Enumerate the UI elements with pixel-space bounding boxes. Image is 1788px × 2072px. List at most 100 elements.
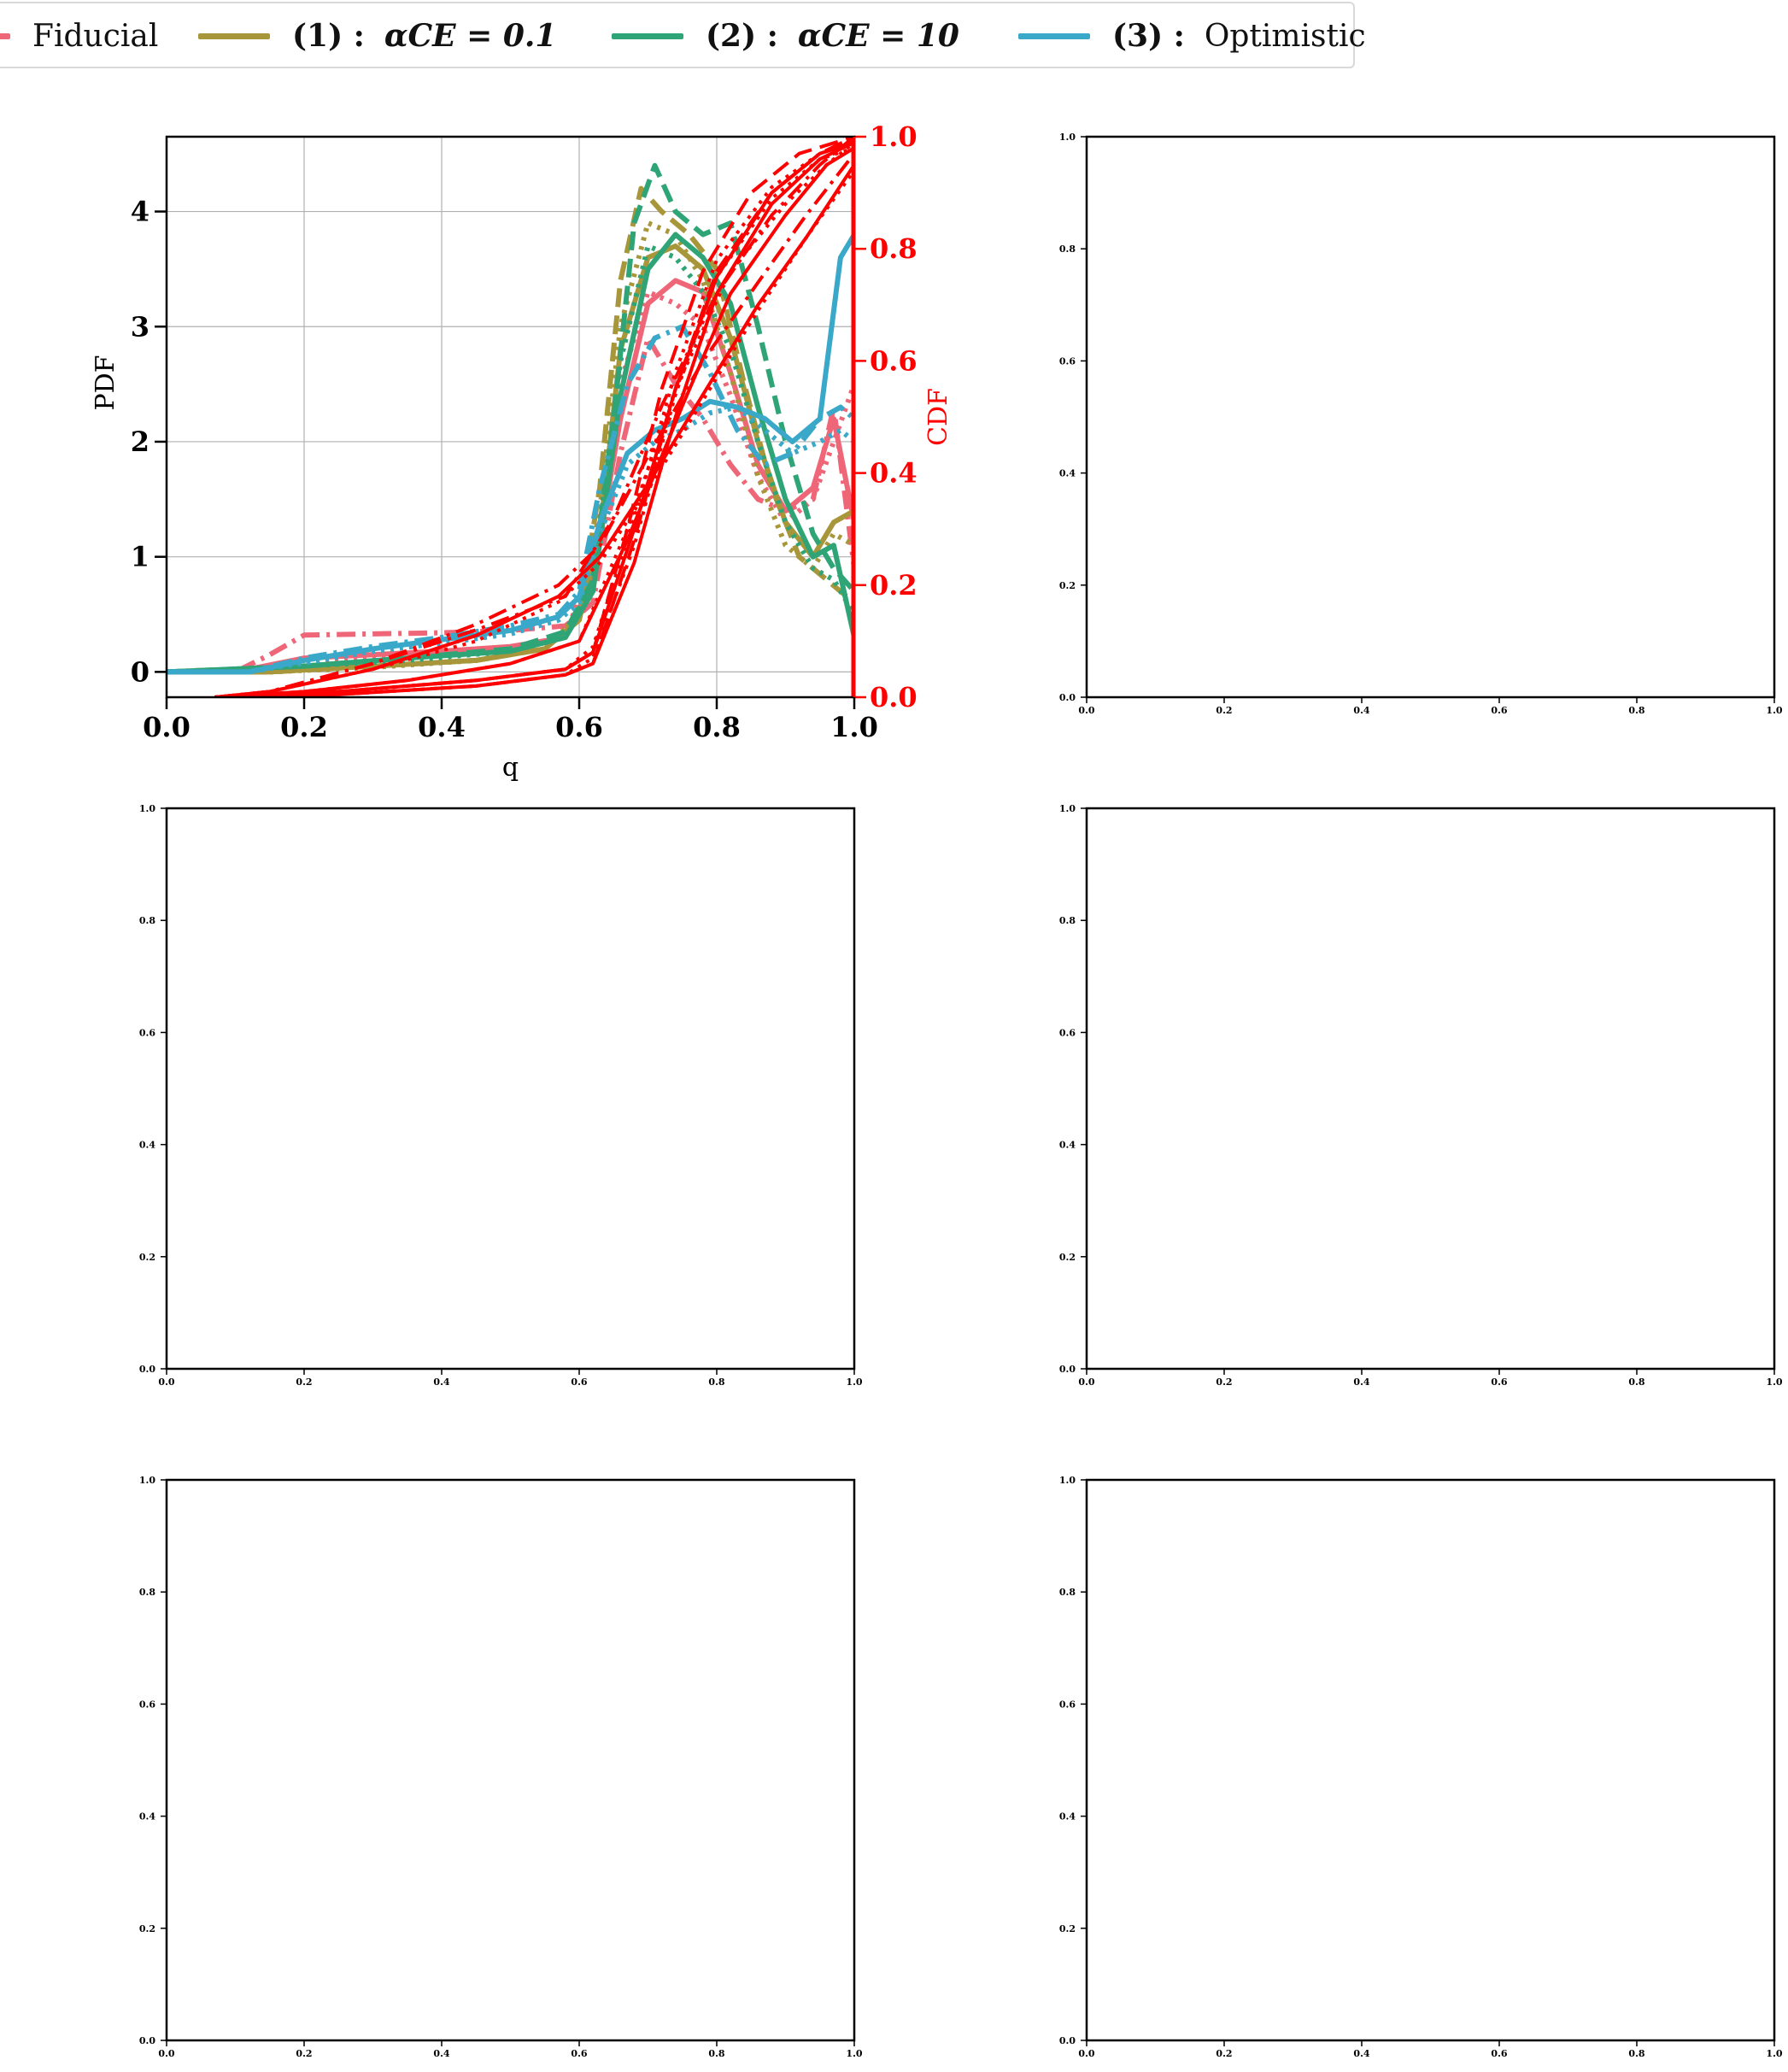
legend-item-s2: (2) : αCE = 10	[612, 18, 959, 54]
x-tick-label: 0.0	[1078, 705, 1094, 716]
plot-area	[167, 137, 854, 697]
x-tick-label: 0.0	[1078, 2048, 1094, 2059]
pdf-series-line	[167, 404, 854, 675]
x-tick-label: 0.4	[1353, 2048, 1369, 2059]
panel-top-right: 0.0 0.2 0.4 0.6 0.8 1.0 0.0 0.2 0.4 0.6 0.8 1.0	[1059, 132, 1783, 716]
x-tick-label: 0.0	[143, 711, 191, 743]
y2-tick-label: 0.8	[870, 232, 917, 265]
x-tick-label: 0.2	[296, 2048, 312, 2059]
y-tick-label: 1.0	[1059, 803, 1076, 814]
y-tick-label: 0.6	[1059, 1027, 1076, 1038]
x-tick-label: 0.4	[1353, 705, 1369, 716]
cdf-series-line	[214, 140, 854, 697]
legend: Fiducial (1) : αCE = 0.1 (2) : αCE = 10 …	[0, 2, 1366, 68]
x-tick-label: 1.0	[1766, 1376, 1782, 1388]
y-tick-label: 0.2	[1059, 1252, 1076, 1263]
x-tick-label: 0.4	[433, 2048, 449, 2059]
x-tick-label: 0.6	[571, 2048, 587, 2059]
x-tick-label: 0.6	[1491, 2048, 1507, 2059]
y-tick-label: 0.6	[1059, 1699, 1076, 1710]
y-tick-label: 1.0	[139, 803, 155, 814]
cdf-series-line	[214, 152, 854, 697]
axes-frame	[165, 1478, 856, 2042]
y-tick-label: 0.0	[139, 2035, 155, 2046]
y-axis-label: PDF	[91, 355, 120, 410]
x-tick-label: 0.2	[1216, 2048, 1232, 2059]
y-tick-label: 0.8	[139, 915, 155, 926]
y-tick-label: 0.6	[139, 1699, 155, 1710]
x-tick-label: 0.2	[1216, 705, 1232, 716]
x-tick-label: 0.6	[1491, 1376, 1507, 1388]
legend-item-s3: (3) : Optimistic	[1018, 18, 1366, 54]
y2-tick-label: 0.0	[870, 681, 917, 713]
y-tick-label: 0	[131, 655, 149, 688]
y-tick-label: 0.8	[1059, 244, 1076, 255]
axes-frame	[1085, 807, 1776, 1371]
legend-label-s2: (2) : αCE = 10	[706, 18, 959, 54]
x-tick-label: 0.8	[708, 2048, 724, 2059]
x-tick-label: 0.8	[1628, 705, 1644, 716]
x-tick-label: 0.0	[1078, 1376, 1094, 1388]
legend-item-fiducial: Fiducial	[0, 18, 159, 54]
cdf-series-line	[214, 140, 854, 697]
x-tick-label: 0.8	[693, 711, 741, 743]
x-tick-label: 1.0	[846, 1376, 862, 1388]
x-tick-label: 0.0	[158, 2048, 174, 2059]
x-tick-label: 1.0	[846, 2048, 862, 2059]
y-tick-label: 0.2	[1059, 1923, 1076, 1934]
legend-swatch-s3	[1018, 32, 1090, 39]
x-tick-label: 0.6	[555, 711, 603, 743]
y-tick-label: 0.0	[1059, 2035, 1076, 2046]
y-tick-label: 0.0	[1059, 1364, 1076, 1375]
legend-label-s3: (3) : Optimistic	[1112, 18, 1366, 54]
x-tick-label: 0.2	[296, 1376, 312, 1388]
legend-swatch-fiducial	[0, 32, 10, 39]
y-tick-label: 0.8	[1059, 915, 1076, 926]
y-tick-label: 1.0	[139, 1475, 155, 1486]
y-tick-label: 3	[131, 310, 149, 343]
y2-tick-label: 0.6	[870, 344, 917, 377]
y2-tick-label: 0.4	[870, 457, 917, 490]
y2-tick-label: 0.2	[870, 569, 917, 602]
y-tick-label: 0.0	[1059, 692, 1076, 703]
axes-frame	[165, 807, 856, 1371]
x-tick-label: 0.8	[708, 1376, 724, 1388]
cdf-series-line	[214, 140, 854, 697]
y2-tick-label: 1.0	[870, 120, 917, 153]
y-tick-label: 0.2	[139, 1252, 155, 1263]
cdf-series-line	[214, 169, 854, 697]
legend-swatch-s2	[612, 32, 683, 39]
y-tick-label: 0.2	[1059, 580, 1076, 591]
y-tick-label: 0.0	[139, 1364, 155, 1375]
cdf-series-line	[214, 163, 854, 697]
panel-bottom-left: 0.0 0.2 0.4 0.6 0.8 1.0 0.0 0.2 0.4 0.6 0.8 1.0	[139, 1475, 863, 2059]
x-axis-label: q	[502, 753, 519, 783]
y-tick-label: 1.0	[1059, 132, 1076, 143]
pdf-series-line	[167, 185, 854, 675]
x-tick-label: 0.4	[433, 1376, 449, 1388]
y-tick-label: 0.8	[139, 1587, 155, 1598]
x-tick-label: 0.0	[158, 1376, 174, 1388]
x-tick-label: 0.2	[280, 711, 328, 743]
x-tick-label: 0.4	[418, 711, 466, 743]
y-tick-label: 0.4	[139, 1140, 155, 1151]
pdf-series-line	[167, 244, 854, 675]
pdf-series-line	[167, 244, 854, 675]
panel-middle-left: 0.0 0.2 0.4 0.6 0.8 1.0 0.0 0.2 0.4 0.6 0.8 1.0	[139, 803, 863, 1388]
x-tick-label: 0.8	[1628, 2048, 1644, 2059]
x-tick-label: 0.2	[1216, 1376, 1232, 1388]
y-tick-label: 4	[131, 196, 149, 228]
y-tick-label: 0.4	[1059, 468, 1076, 479]
legend-item-s1: (1) : αCE = 0.1	[198, 18, 557, 54]
axes-frame	[1085, 1478, 1776, 2042]
legend-label-s1: (1) : αCE = 0.1	[292, 18, 557, 54]
panel-bottom-right: 0.0 0.2 0.4 0.6 0.8 1.0 0.0 0.2 0.4 0.6 0.8 1.0	[1059, 1475, 1783, 2059]
x-tick-label: 0.6	[1491, 705, 1507, 716]
y-tick-label: 1	[131, 541, 149, 573]
legend-label-fiducial: Fiducial	[32, 18, 159, 54]
y-tick-label: 0.4	[1059, 1140, 1076, 1151]
y-tick-label: 0.6	[139, 1027, 155, 1038]
x-tick-label: 1.0	[1766, 2048, 1782, 2059]
y-tick-label: 1.0	[1059, 1475, 1076, 1486]
